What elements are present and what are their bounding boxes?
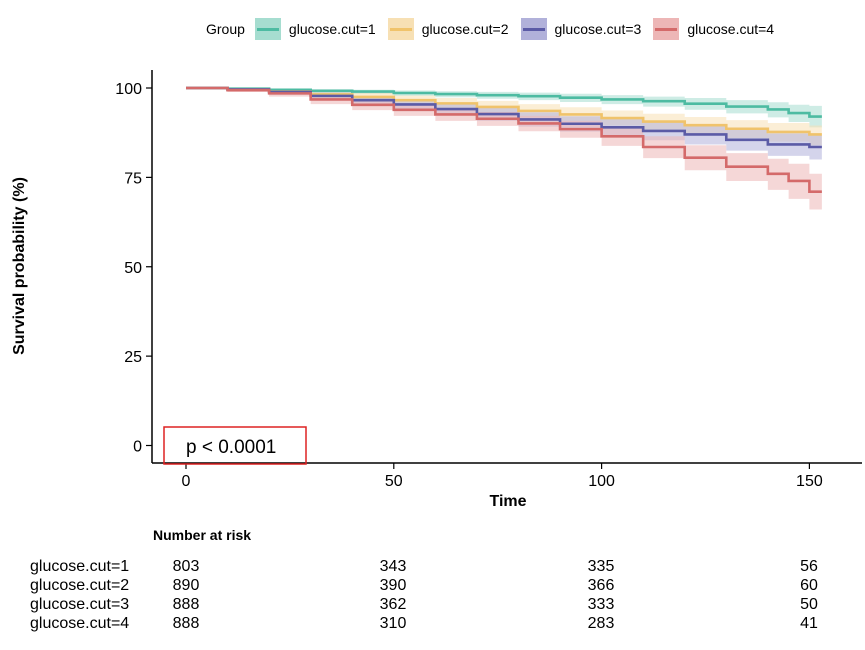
risk-cell: 310 — [379, 615, 407, 632]
y-tick-label: 0 — [133, 439, 142, 456]
confidence-bands — [186, 88, 822, 210]
x-tick-label: 100 — [588, 473, 615, 490]
risk-cell: 333 — [587, 596, 615, 613]
y-tick-label: 75 — [124, 170, 142, 187]
risk-cell: 50 — [800, 596, 818, 613]
ci-band-1 — [186, 88, 822, 128]
x-tick-label: 150 — [796, 473, 823, 490]
risk-row-1: glucose.cut=1 803 343 335 56 — [0, 558, 865, 578]
risk-cell: 60 — [800, 577, 818, 594]
x-ticks: 0 50 100 150 — [182, 463, 823, 490]
risk-row-4: glucose.cut=4 888 310 283 41 — [0, 615, 865, 635]
legend-label-1: glucose.cut=1 — [288, 21, 376, 37]
legend-item-1: glucose.cut=1 — [254, 18, 376, 40]
risk-cell: 890 — [172, 577, 200, 594]
legend-key-2 — [387, 18, 414, 40]
legend-key-4 — [653, 18, 680, 40]
risk-cell: 888 — [172, 615, 200, 632]
risk-row-label: glucose.cut=3 — [30, 596, 130, 613]
risk-cell: 41 — [800, 615, 818, 632]
legend-label-3: glucose.cut=3 — [554, 21, 642, 37]
y-ticks: 0 25 50 75 100 — [115, 81, 152, 456]
risk-cell: 366 — [587, 577, 615, 594]
ci-band-4 — [186, 88, 822, 210]
pvalue-text: p < 0.0001 — [186, 437, 276, 458]
risk-cell: 56 — [800, 558, 818, 575]
pvalue-box — [163, 426, 307, 465]
risk-row-label: glucose.cut=2 — [30, 577, 130, 594]
legend-line-3 — [522, 28, 545, 31]
legend: Group glucose.cut=1 glucose.cut=2 glucos… — [206, 16, 786, 42]
risk-row-label: glucose.cut=1 — [30, 558, 130, 575]
risk-cell: 343 — [379, 558, 407, 575]
x-axis-label: Time — [489, 493, 526, 510]
risk-row-3: glucose.cut=3 888 362 333 50 — [0, 596, 865, 616]
legend-key-3 — [520, 18, 547, 40]
legend-line-2 — [389, 28, 412, 31]
legend-line-4 — [655, 28, 678, 31]
x-tick-label: 50 — [385, 473, 403, 490]
risk-cell: 888 — [172, 596, 200, 613]
risk-table-title: Number at risk — [153, 527, 252, 543]
risk-cell: 390 — [379, 577, 407, 594]
y-tick-label: 25 — [124, 349, 142, 366]
y-tick-label: 50 — [124, 260, 142, 277]
legend-key-1 — [254, 18, 281, 40]
y-tick-label: 100 — [115, 81, 142, 98]
risk-row-2: glucose.cut=2 890 390 366 60 — [0, 577, 865, 597]
x-tick-label: 0 — [182, 473, 191, 490]
risk-cell: 362 — [379, 596, 407, 613]
y-axis-label: Survival probability (%) — [11, 177, 28, 355]
legend-label-4: glucose.cut=4 — [687, 21, 775, 37]
risk-cell: 335 — [587, 558, 615, 575]
survival-curve-4 — [186, 86, 822, 193]
legend-label-2: glucose.cut=2 — [421, 21, 509, 37]
legend-item-2: glucose.cut=2 — [387, 18, 509, 40]
legend-title: Group — [206, 21, 245, 37]
legend-line-1 — [256, 28, 279, 31]
risk-row-label: glucose.cut=4 — [30, 615, 130, 632]
survival-curves — [186, 86, 822, 193]
risk-cell: 283 — [587, 615, 615, 632]
legend-item-3: glucose.cut=3 — [520, 18, 642, 40]
risk-cell: 803 — [172, 558, 200, 575]
legend-item-4: glucose.cut=4 — [653, 18, 774, 40]
